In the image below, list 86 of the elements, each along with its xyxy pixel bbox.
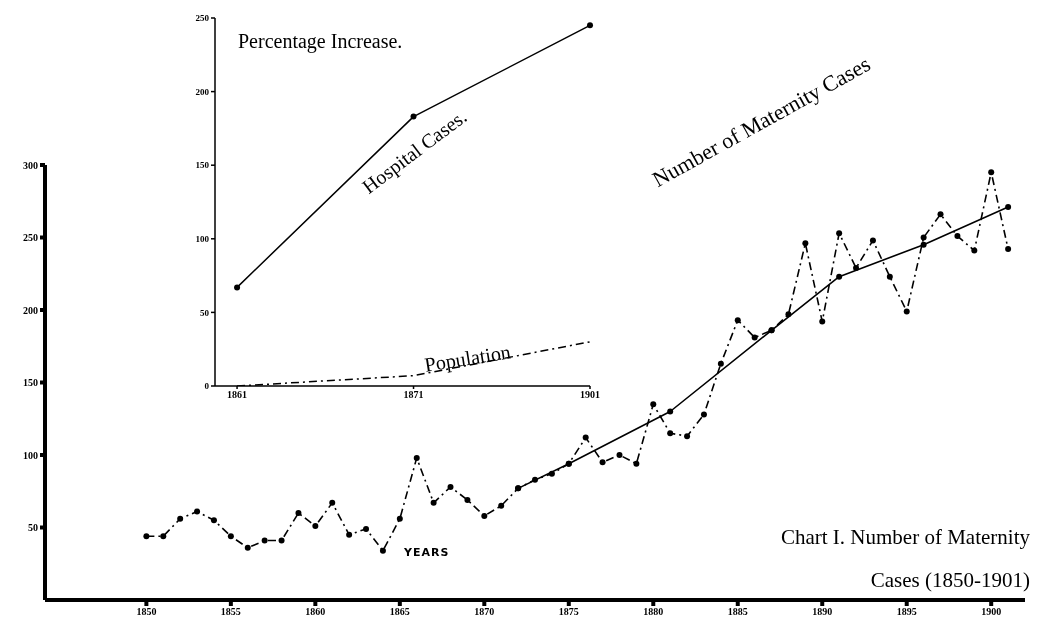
x-tick-label: 1850 <box>136 606 157 618</box>
x-tick-label: 1855 <box>220 606 241 618</box>
y-tick-label: 150 <box>23 377 38 389</box>
point <box>903 308 910 315</box>
x-tick-label: 1860 <box>305 606 326 618</box>
point <box>312 523 319 530</box>
point <box>227 533 234 540</box>
text: Percentage Increase. <box>238 30 403 53</box>
point <box>143 533 150 540</box>
point <box>920 241 927 248</box>
y-tick-label: 250 <box>23 232 38 244</box>
point <box>413 454 420 461</box>
y-tick-label: 50 <box>28 522 38 534</box>
point <box>734 317 741 324</box>
x-tick-label: 1880 <box>643 606 664 618</box>
point <box>869 237 876 244</box>
y-tick-label: 200 <box>195 86 210 97</box>
point <box>261 537 268 544</box>
point <box>785 311 792 318</box>
x-tick-label: 1865 <box>389 606 410 618</box>
point <box>1005 246 1012 253</box>
point <box>587 22 593 29</box>
point <box>532 476 538 483</box>
point <box>363 525 370 532</box>
y-tick-label: 100 <box>195 234 210 244</box>
point <box>430 499 437 506</box>
x-tick-label: 1875 <box>558 606 579 618</box>
point <box>937 211 944 218</box>
point <box>920 234 927 241</box>
point <box>836 230 843 237</box>
point <box>819 318 826 325</box>
x-tick-label: 1890 <box>812 606 833 618</box>
point <box>802 240 809 247</box>
y-tick-label: 250 <box>195 13 210 24</box>
point <box>295 510 302 516</box>
point <box>234 284 241 291</box>
y-tick-label: 50 <box>200 307 210 318</box>
y-tick-label: 150 <box>195 160 210 171</box>
point <box>177 515 184 522</box>
point <box>1005 204 1012 211</box>
point <box>717 360 724 367</box>
x-tick-label: 1901 <box>580 389 600 401</box>
point <box>582 434 589 441</box>
point <box>667 408 674 415</box>
point <box>447 483 454 490</box>
point <box>971 247 978 254</box>
point <box>988 169 995 176</box>
point <box>667 430 674 437</box>
point <box>599 459 606 466</box>
point <box>396 515 403 522</box>
x-tick-label: 1871 <box>403 389 424 401</box>
point <box>853 264 860 271</box>
point <box>210 517 217 524</box>
point <box>954 233 961 240</box>
point <box>160 533 167 540</box>
point <box>498 502 505 509</box>
text: Population <box>423 340 513 377</box>
point <box>700 411 707 418</box>
point <box>278 537 285 544</box>
point <box>379 547 386 554</box>
point <box>346 531 353 538</box>
x-tick-label: 1861 <box>227 389 248 401</box>
text: Chart I. Number of Maternity Cases (1850-1901) <box>779 524 1030 594</box>
point <box>410 113 417 120</box>
point <box>650 401 657 408</box>
x-tick-label: 1870 <box>474 606 495 618</box>
x-axis-title: YEARS <box>404 546 450 559</box>
point <box>481 512 488 519</box>
point <box>886 273 893 280</box>
point <box>836 273 843 280</box>
point <box>751 334 758 341</box>
point <box>616 452 623 458</box>
y-tick-label: 200 <box>23 304 38 316</box>
point <box>464 496 471 503</box>
point <box>548 470 555 477</box>
point <box>244 544 251 551</box>
point <box>194 508 201 515</box>
x-tick-label: 1895 <box>896 606 917 618</box>
y-tick-label: 100 <box>23 449 38 461</box>
x-tick-label: 1900 <box>981 606 1002 618</box>
point <box>633 460 640 467</box>
x-tick-label: 1885 <box>727 606 748 618</box>
y-tick-label: 300 <box>23 159 38 171</box>
y-tick-label: 0 <box>204 381 210 392</box>
point <box>684 433 691 440</box>
point <box>329 499 336 506</box>
